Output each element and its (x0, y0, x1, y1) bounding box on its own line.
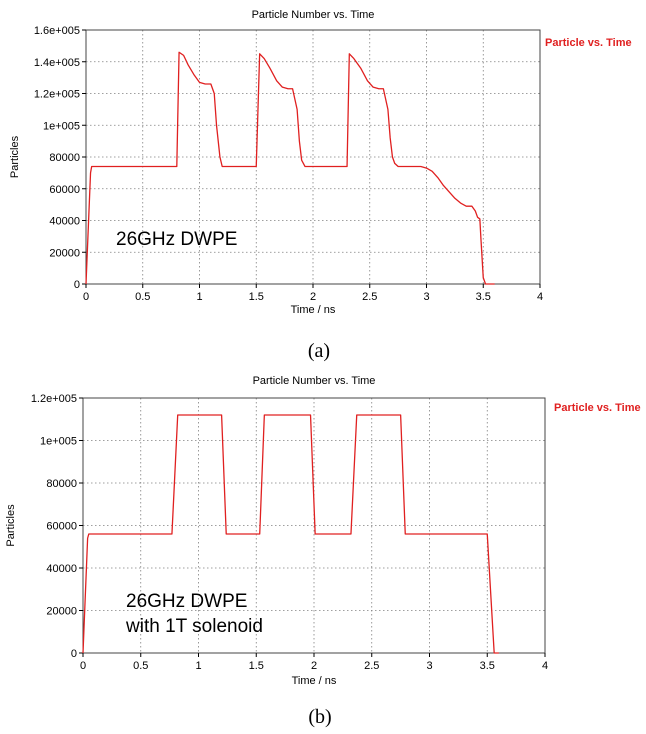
x-tick-label: 0 (80, 660, 86, 672)
annotation-text: 26GHz DWPE (126, 591, 247, 612)
x-tick-label: 2.5 (362, 291, 377, 303)
x-axis-label: Time / ns (291, 304, 336, 316)
x-tick-label: 1.5 (249, 660, 264, 672)
y-axis-label: Particles (5, 504, 17, 547)
y-tick-label: 40000 (49, 216, 80, 228)
chart-title: Particle Number vs. Time (253, 375, 376, 387)
chart-b: 0 0.5 1 1.5 2 2.5 3 3.5 4 0 20000 40000 60000 80000 1e… (5, 375, 641, 728)
y-tick-label: 20000 (46, 606, 77, 618)
x-tick-label: 1 (195, 660, 201, 672)
y-tick-label: 0 (74, 279, 80, 291)
y-tick-label: 1e+005 (43, 120, 80, 132)
x-tick-label: 3.5 (476, 291, 491, 303)
y-tick-label: 40000 (46, 563, 77, 575)
series-line (82, 414, 499, 654)
x-tick-label: 0 (83, 291, 89, 303)
series-line (85, 51, 495, 285)
x-tick-label: 0.5 (133, 660, 148, 672)
y-tick-label: 1.4e+005 (34, 57, 80, 69)
y-tick-label: 60000 (49, 184, 80, 196)
y-tick-label: 1.2e+005 (31, 393, 77, 405)
x-tick-label: 0.5 (135, 291, 150, 303)
y-tick-label: 1.2e+005 (34, 89, 80, 101)
figure-caption: (a) (308, 340, 330, 362)
x-tick-label: 3 (423, 291, 429, 303)
y-axis-label: Particles (9, 135, 21, 178)
chart-panel-a: 0 0.5 1 1.5 2 2.5 3 3.5 4 0 20000 40000 60000 80000 1e… (9, 9, 632, 362)
legend-entry: Particle vs. Time (554, 402, 641, 414)
chart-panel-b: 0 0.5 1 1.5 2 2.5 3 3.5 4 0 20000 40000 60000 80000 1e… (0, 367, 646, 734)
y-tick-label: 1e+005 (40, 436, 77, 448)
x-axis-label: Time / ns (292, 675, 337, 687)
x-tick-label: 3.5 (480, 660, 495, 672)
x-tick-label: 2.5 (364, 660, 379, 672)
y-tick-label: 80000 (46, 478, 77, 490)
y-tick-label: 60000 (46, 521, 77, 533)
y-tick-label: 0 (71, 648, 77, 660)
x-tick-label: 3 (426, 660, 432, 672)
annotation-text: with 1T solenoid (125, 616, 263, 637)
x-tick-label: 1.5 (249, 291, 264, 303)
x-tick-label: 2 (311, 660, 317, 672)
y-tick-label: 1.6e+005 (34, 25, 80, 37)
chart-a: 0 0.5 1 1.5 2 2.5 3 3.5 4 0 20000 40000 60000 80000 1e… (9, 9, 632, 362)
legend-entry: Particle vs. Time (545, 37, 632, 49)
y-tick-label: 20000 (49, 247, 80, 259)
x-tick-label: 1 (196, 291, 202, 303)
chart-title: Particle Number vs. Time (252, 9, 375, 21)
x-tick-label: 2 (310, 291, 316, 303)
x-tick-label: 4 (537, 291, 543, 303)
y-tick-label: 80000 (49, 152, 80, 164)
figure-caption: (b) (308, 706, 331, 728)
annotation-text: 26GHz DWPE (116, 229, 237, 250)
x-tick-label: 4 (542, 660, 548, 672)
